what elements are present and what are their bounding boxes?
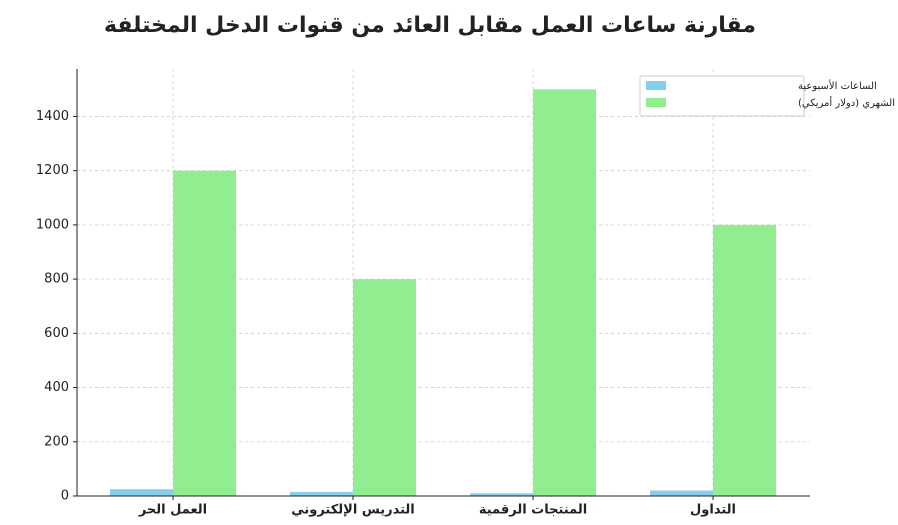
legend-swatch — [646, 98, 666, 107]
bar — [470, 493, 533, 496]
legend-box — [639, 75, 805, 117]
bar — [173, 170, 236, 496]
y-tick-label: 200 — [44, 434, 69, 449]
y-tick-label: 1000 — [36, 217, 69, 232]
x-tick-label: التداول — [690, 503, 736, 518]
y-tick-label: 1400 — [36, 109, 69, 124]
y-tick-label: 600 — [44, 326, 69, 341]
y-tick-label: 400 — [44, 380, 69, 395]
legend-label: الساعات الأسبوعية — [798, 79, 877, 92]
bar — [533, 89, 596, 496]
bar — [650, 490, 713, 496]
legend-label: العائد الشهري (دولار أمريكي) — [798, 96, 898, 109]
y-tick-label: 800 — [44, 272, 69, 287]
bar — [713, 224, 776, 496]
legend-swatch — [646, 81, 666, 90]
x-tick-label: المنتجات الرقمية — [479, 503, 587, 518]
bar — [110, 489, 173, 496]
chart-title: مقارنة ساعات العمل مقابل العائد من قنوات… — [104, 13, 756, 38]
y-tick-label: 0 — [61, 489, 69, 504]
y-tick-label: 1200 — [36, 163, 69, 178]
x-tick-label: التدريس الإلكتروني — [291, 503, 415, 518]
bar — [353, 279, 416, 496]
x-tick-label: العمل الحر — [138, 503, 207, 518]
bar — [290, 491, 353, 496]
